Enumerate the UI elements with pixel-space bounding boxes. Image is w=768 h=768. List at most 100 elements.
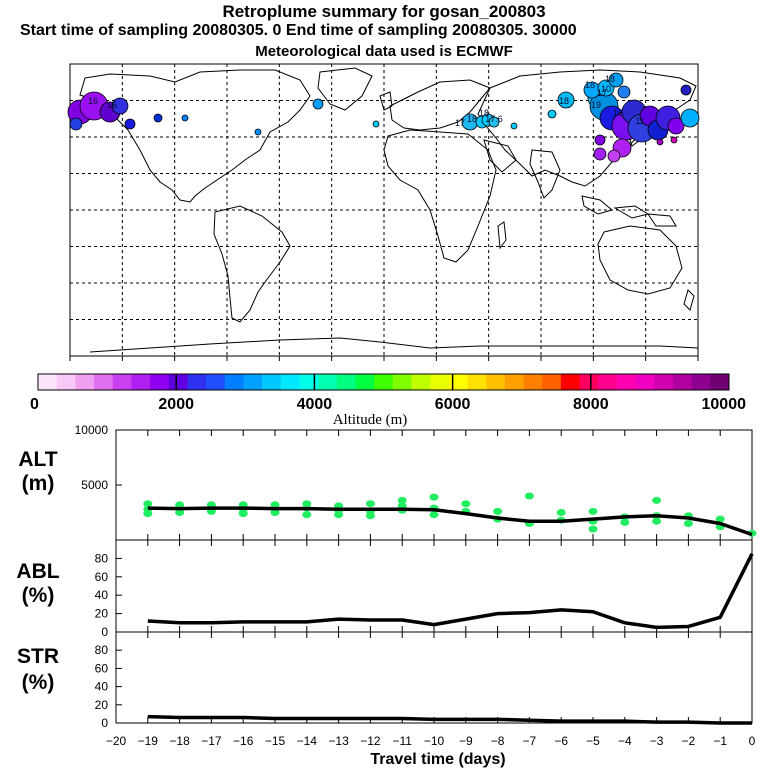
plume-marker xyxy=(593,147,607,161)
plume-marker xyxy=(667,117,685,135)
altitude-particle-point xyxy=(238,510,248,518)
plume-marker xyxy=(69,117,83,131)
colorbar-swatch xyxy=(486,374,506,390)
y-tick-label: 20 xyxy=(95,607,109,621)
y-tick-label: 40 xyxy=(95,588,109,602)
colorbar-swatch xyxy=(318,374,338,390)
colorbar-swatch xyxy=(75,374,95,390)
colorbar-swatch xyxy=(598,374,618,390)
chart-title: Retroplume summary for gosan_200803 xyxy=(222,2,546,21)
altitude-particle-point xyxy=(302,511,312,519)
altitude-particle-point xyxy=(429,493,439,501)
colorbar-swatch xyxy=(243,374,263,390)
colorbar-tick-label: 2000 xyxy=(158,396,194,413)
y-tick-label: 40 xyxy=(95,680,109,694)
colorbar-swatch xyxy=(38,374,58,390)
plume-marker-label: 16 xyxy=(613,108,623,118)
altitude-particle-point xyxy=(270,509,280,516)
colorbar-tick-label: 0 xyxy=(30,396,39,413)
panel-unit-label: (%) xyxy=(22,671,55,694)
colorbar-swatch xyxy=(168,374,188,390)
plume-marker xyxy=(153,113,163,123)
colorbar-swatch xyxy=(542,374,562,390)
panel-altitude: ALT(m) 5000 10000 xyxy=(18,423,757,541)
colorbar-swatch xyxy=(187,374,207,390)
colorbar-tick-label: 10000 xyxy=(702,396,747,413)
plume-marker-label: 18 xyxy=(479,108,489,118)
x-tick-label: −10 xyxy=(424,734,445,748)
x-tick-label: −9 xyxy=(459,734,473,748)
altitude-particle-point xyxy=(143,510,153,518)
colorbar-swatch xyxy=(299,374,319,390)
series-line-altitude xyxy=(147,506,753,537)
colorbar-tick-label: 6000 xyxy=(435,396,471,413)
panel-label: STR xyxy=(17,645,59,668)
plume-marker xyxy=(372,120,380,128)
series-line-stratosphere xyxy=(147,714,752,725)
plume-marker xyxy=(181,114,189,122)
panel-unit-label: (%) xyxy=(22,584,55,607)
y-tick-label: 0 xyxy=(101,625,108,639)
plume-marker xyxy=(312,98,324,110)
panel-unit-label: (m) xyxy=(22,472,55,495)
plume-marker-label: 17 xyxy=(455,118,465,128)
series-line-abl xyxy=(147,553,754,630)
colorbar-swatch xyxy=(635,374,655,390)
panel-label: ALT xyxy=(18,448,57,471)
x-tick-label: −12 xyxy=(360,734,381,748)
altitude-particle-point xyxy=(620,518,630,526)
altitude-particle-point xyxy=(270,501,280,509)
colorbar-swatch xyxy=(523,374,543,390)
colorbar-swatch xyxy=(691,374,711,390)
colorbar-swatch xyxy=(710,374,730,390)
plume-marker xyxy=(254,128,262,136)
colorbar-swatch xyxy=(616,374,637,390)
colorbar-swatch xyxy=(336,374,356,390)
plume-marker xyxy=(608,72,624,88)
plume-marker xyxy=(594,134,606,146)
altitude-particle-point xyxy=(683,520,693,527)
y-tick-label: 60 xyxy=(95,570,109,584)
plume-marker xyxy=(680,84,692,96)
x-tick-label: −1 xyxy=(713,734,727,748)
altitude-particle-point xyxy=(461,500,471,508)
colorbar-swatch xyxy=(448,374,469,390)
altitude-particle-point xyxy=(365,500,375,508)
x-tick-label: −14 xyxy=(297,734,318,748)
colorbar-swatch xyxy=(430,374,450,390)
plume-marker-label: 18 xyxy=(467,114,477,124)
panel-abl: ABL(%) 0 20 40 60 80 xyxy=(16,539,754,639)
altitude-particle-point xyxy=(652,496,662,504)
altitude-colorbar: 0 2000 4000 6000 8000 10000 Altitude (m) xyxy=(30,373,747,428)
altitude-particle-point xyxy=(556,509,566,516)
altitude-particle-point xyxy=(302,500,312,508)
x-tick-label: −15 xyxy=(265,734,286,748)
x-tick-label: −13 xyxy=(328,734,349,748)
plume-marker-label: 19 xyxy=(591,100,601,110)
colorbar-tick-label: 8000 xyxy=(573,396,609,413)
plume-marker xyxy=(547,109,557,119)
colorbar-swatch xyxy=(262,374,282,390)
panel-label: ABL xyxy=(16,560,59,583)
colorbar-swatch xyxy=(467,374,487,390)
x-tick-label: −19 xyxy=(138,734,159,748)
altitude-particle-point xyxy=(652,517,662,525)
altitude-particle-point xyxy=(588,525,598,533)
x-tick-label: 0 xyxy=(749,734,756,748)
colorbar-frame xyxy=(37,373,730,391)
y-tick-label: 0 xyxy=(101,716,108,730)
x-axis-title: Travel time (days) xyxy=(370,751,505,768)
altitude-particle-point xyxy=(524,492,534,500)
colorbar-tick-label: 4000 xyxy=(297,396,333,413)
colorbar-swatch xyxy=(280,374,300,390)
altitude-particle-point xyxy=(365,512,375,520)
colorbar-swatch xyxy=(56,374,76,390)
x-tick-label: −20 xyxy=(106,734,127,748)
y-tick-label: 5000 xyxy=(81,478,108,492)
altitude-particle-point xyxy=(175,501,185,509)
colorbar-swatch xyxy=(392,374,413,390)
x-tick-label: −7 xyxy=(523,734,537,748)
